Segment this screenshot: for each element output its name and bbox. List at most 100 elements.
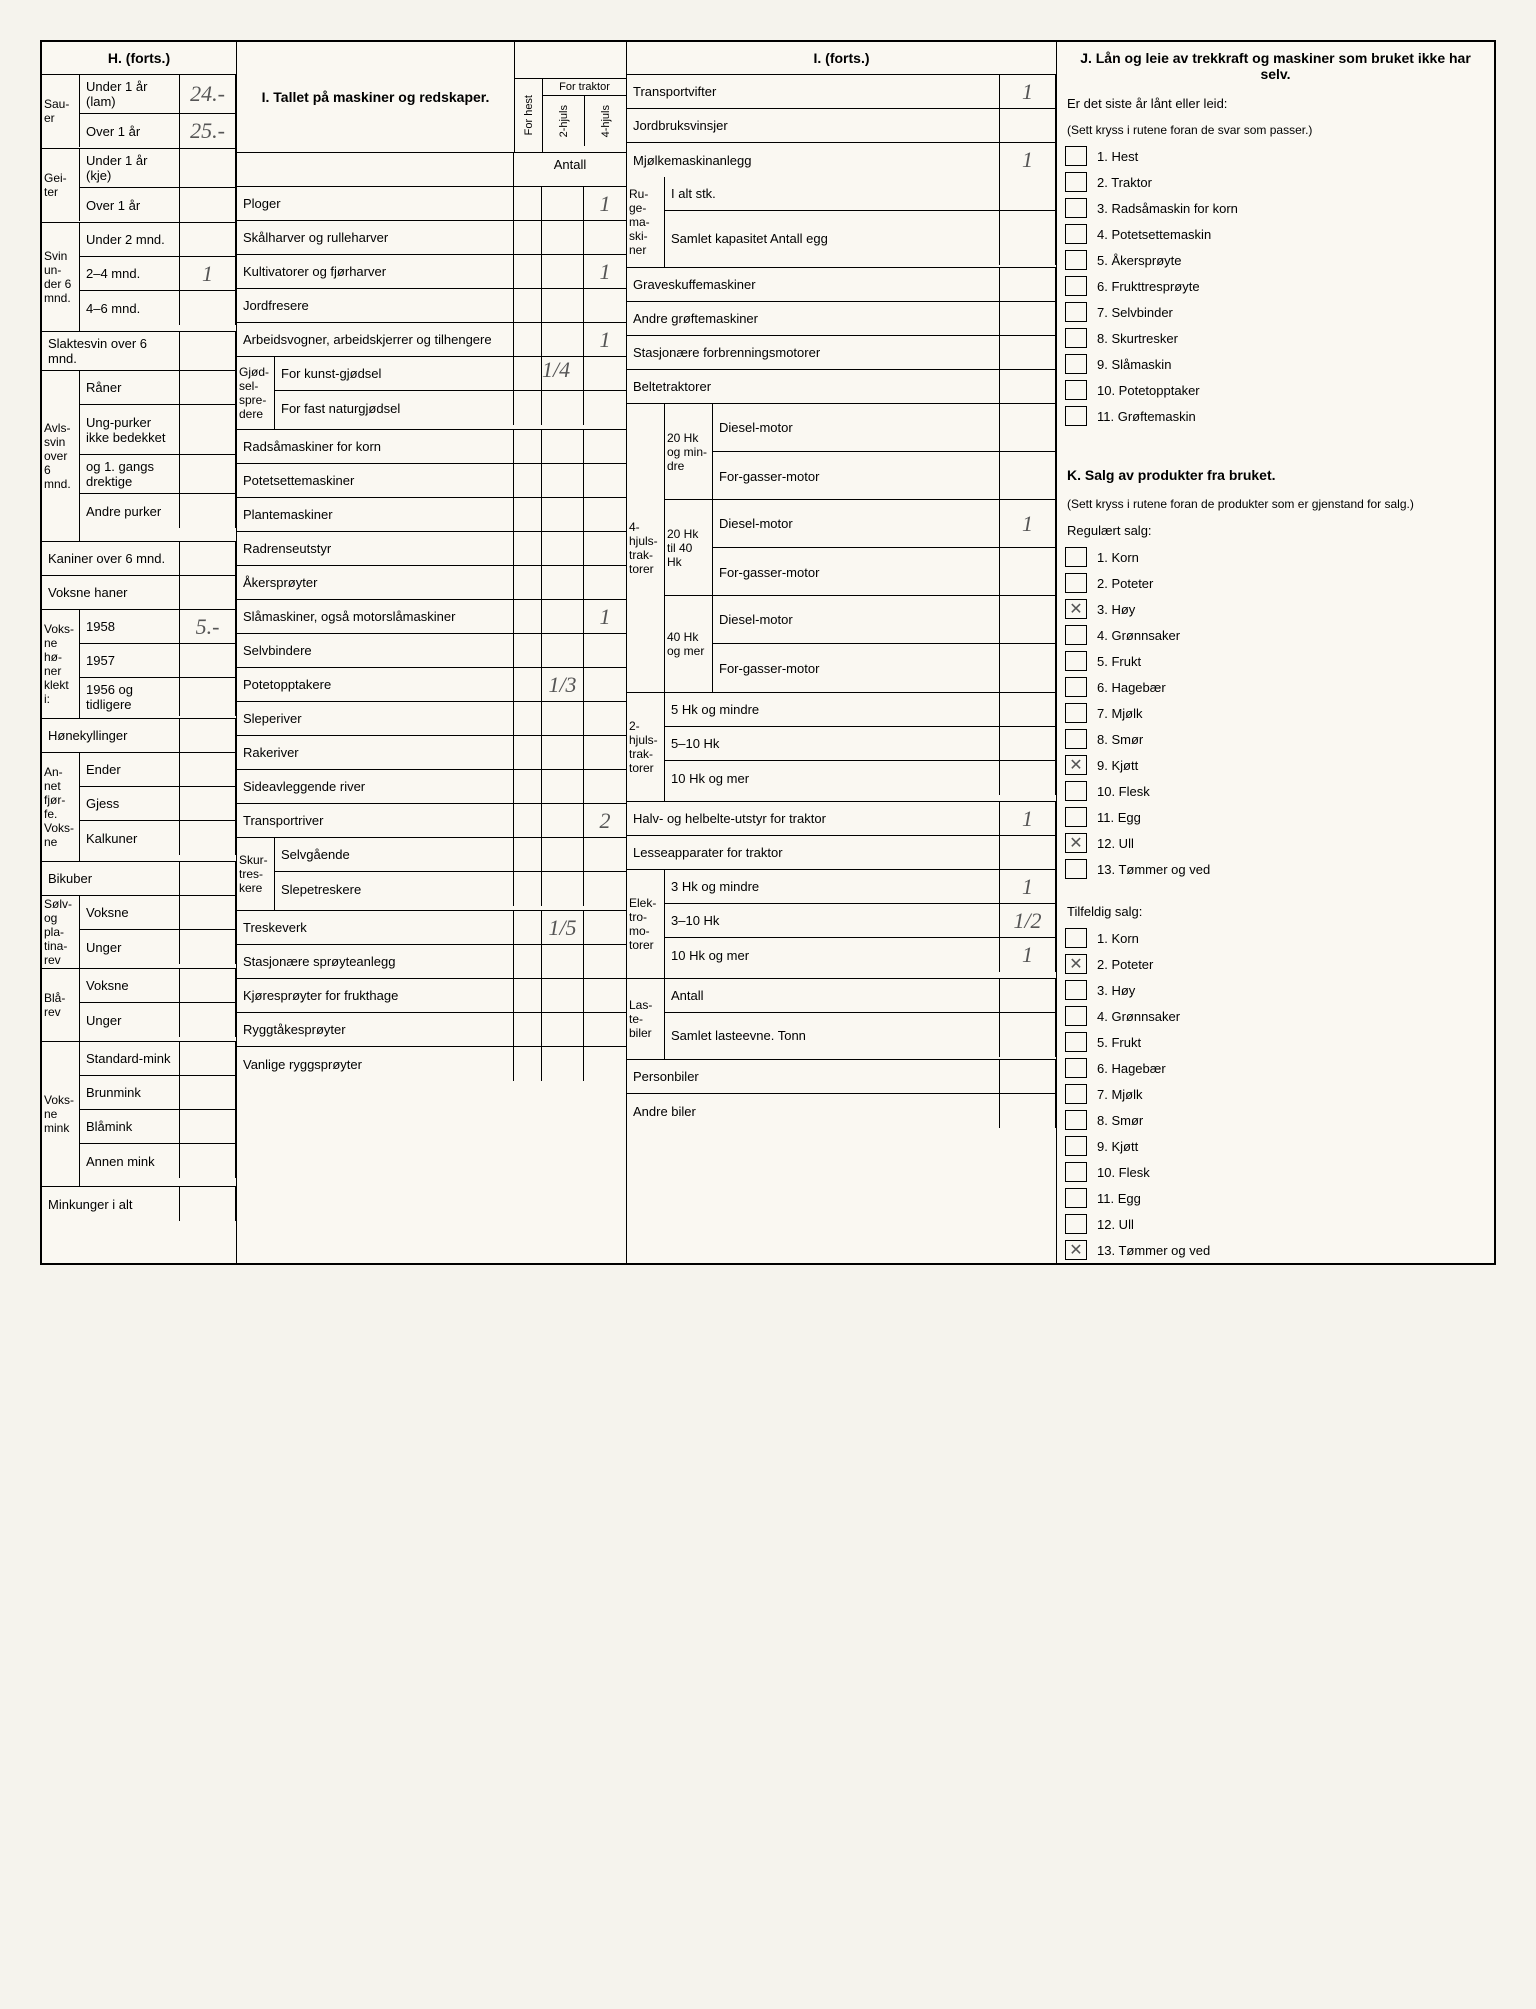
honer-v1[interactable]: 5.-	[180, 610, 236, 643]
i-v-2h[interactable]	[542, 1047, 584, 1081]
i-v-4h[interactable]: 1	[584, 323, 626, 356]
i-v-4h[interactable]	[584, 289, 626, 322]
mink-v2[interactable]	[180, 1076, 236, 1109]
checkbox[interactable]: ✕	[1065, 1240, 1087, 1260]
checkbox[interactable]	[1065, 1084, 1087, 1104]
i-v-4h[interactable]	[584, 911, 626, 944]
fjorfe-v2[interactable]	[180, 787, 236, 820]
checkbox[interactable]	[1065, 380, 1087, 400]
i-v-a2[interactable]	[514, 872, 542, 906]
blarev-v2[interactable]	[180, 1003, 236, 1037]
checkbox[interactable]: ✕	[1065, 833, 1087, 853]
i-v-2h[interactable]: 1/3	[542, 668, 584, 701]
checkbox[interactable]	[1065, 1162, 1087, 1182]
t4g2bv[interactable]	[1000, 548, 1056, 596]
i-v-4h[interactable]	[584, 498, 626, 531]
i-v-b[interactable]: 1/4	[542, 357, 584, 390]
lesse-v[interactable]	[1000, 836, 1056, 869]
checkbox[interactable]: ✕	[1065, 954, 1087, 974]
person-v[interactable]	[1000, 1060, 1056, 1093]
checkbox[interactable]: ✕	[1065, 755, 1087, 775]
i-v-2h[interactable]	[542, 770, 584, 803]
checkbox[interactable]	[1065, 146, 1087, 166]
i-v-hest[interactable]	[514, 945, 542, 978]
solvrev-v2[interactable]	[180, 930, 236, 964]
t2v3[interactable]	[1000, 761, 1056, 795]
i-v-hest[interactable]	[514, 911, 542, 944]
i-v-2h[interactable]	[542, 498, 584, 531]
belte-v[interactable]	[1000, 370, 1056, 403]
i-v-hest[interactable]	[514, 289, 542, 322]
i-v-2h[interactable]	[542, 634, 584, 667]
checkbox[interactable]	[1065, 859, 1087, 879]
avls-v2[interactable]	[180, 405, 236, 454]
bikuber-v[interactable]	[180, 862, 236, 895]
checkbox[interactable]	[1065, 573, 1087, 593]
i-v-4h[interactable]	[584, 979, 626, 1012]
elek-v3[interactable]: 1	[1000, 938, 1056, 972]
i-v-4h[interactable]	[584, 634, 626, 667]
i-v-c[interactable]	[584, 357, 626, 390]
minkunger-v[interactable]	[180, 1187, 236, 1221]
i-v-2h[interactable]	[542, 187, 584, 220]
checkbox[interactable]	[1065, 781, 1087, 801]
i-v-a[interactable]	[514, 838, 542, 871]
checkbox[interactable]	[1065, 1032, 1087, 1052]
checkbox[interactable]	[1065, 198, 1087, 218]
andre-v[interactable]	[1000, 1094, 1056, 1128]
i-v-4h[interactable]	[584, 702, 626, 735]
elek-v1[interactable]: 1	[1000, 870, 1056, 903]
i-v-hest[interactable]	[514, 979, 542, 1012]
checkbox[interactable]	[1065, 703, 1087, 723]
mink-v3[interactable]	[180, 1110, 236, 1143]
checkbox[interactable]	[1065, 928, 1087, 948]
i-v-hest[interactable]	[514, 187, 542, 220]
i-v-hest[interactable]	[514, 770, 542, 803]
i-v-2h[interactable]	[542, 702, 584, 735]
i-v-2h[interactable]	[542, 464, 584, 497]
avls-v3[interactable]	[180, 455, 236, 493]
i-v-2h[interactable]	[542, 804, 584, 837]
i-v-hest[interactable]	[514, 430, 542, 463]
i-v-2h[interactable]	[542, 289, 584, 322]
honekyll-v[interactable]	[180, 719, 236, 752]
checkbox[interactable]	[1065, 1006, 1087, 1026]
checkbox[interactable]	[1065, 1110, 1087, 1130]
checkbox[interactable]	[1065, 729, 1087, 749]
i2-val[interactable]: 1	[1000, 75, 1056, 108]
svin-v1[interactable]	[180, 223, 236, 256]
mink-v4[interactable]	[180, 1144, 236, 1178]
checkbox[interactable]	[1065, 1136, 1087, 1156]
laste-v2[interactable]	[1000, 1013, 1056, 1057]
geiter-v2[interactable]	[180, 188, 236, 222]
checkbox[interactable]	[1065, 406, 1087, 426]
checkbox[interactable]	[1065, 354, 1087, 374]
avls-v4[interactable]	[180, 494, 236, 528]
checkbox[interactable]	[1065, 302, 1087, 322]
i-v-4h[interactable]	[584, 1047, 626, 1081]
honer-v3[interactable]	[180, 678, 236, 716]
t2v1[interactable]	[1000, 693, 1056, 726]
i-v-4h[interactable]	[584, 668, 626, 701]
i-v-hest[interactable]	[514, 464, 542, 497]
i-v-b2[interactable]	[542, 872, 584, 906]
avls-v1[interactable]	[180, 371, 236, 404]
i-v-4h[interactable]	[584, 221, 626, 254]
i-v-4h[interactable]	[584, 770, 626, 803]
honer-v2[interactable]	[180, 644, 236, 677]
i-v-hest[interactable]	[514, 221, 542, 254]
t4g3av[interactable]	[1000, 596, 1056, 643]
checkbox[interactable]	[1065, 224, 1087, 244]
i-v-hest[interactable]	[514, 532, 542, 565]
fjorfe-v3[interactable]	[180, 821, 236, 855]
i-v-2h[interactable]	[542, 323, 584, 356]
i2-val[interactable]: 1	[1000, 143, 1056, 177]
ruge-v1[interactable]	[1000, 177, 1056, 210]
i-v-4h[interactable]	[584, 1013, 626, 1046]
i-v-4h[interactable]	[584, 736, 626, 769]
checkbox[interactable]	[1065, 980, 1087, 1000]
i-v-2h[interactable]	[542, 736, 584, 769]
i2-val[interactable]	[1000, 109, 1056, 142]
i-v-2h[interactable]	[542, 945, 584, 978]
checkbox[interactable]: ✕	[1065, 599, 1087, 619]
